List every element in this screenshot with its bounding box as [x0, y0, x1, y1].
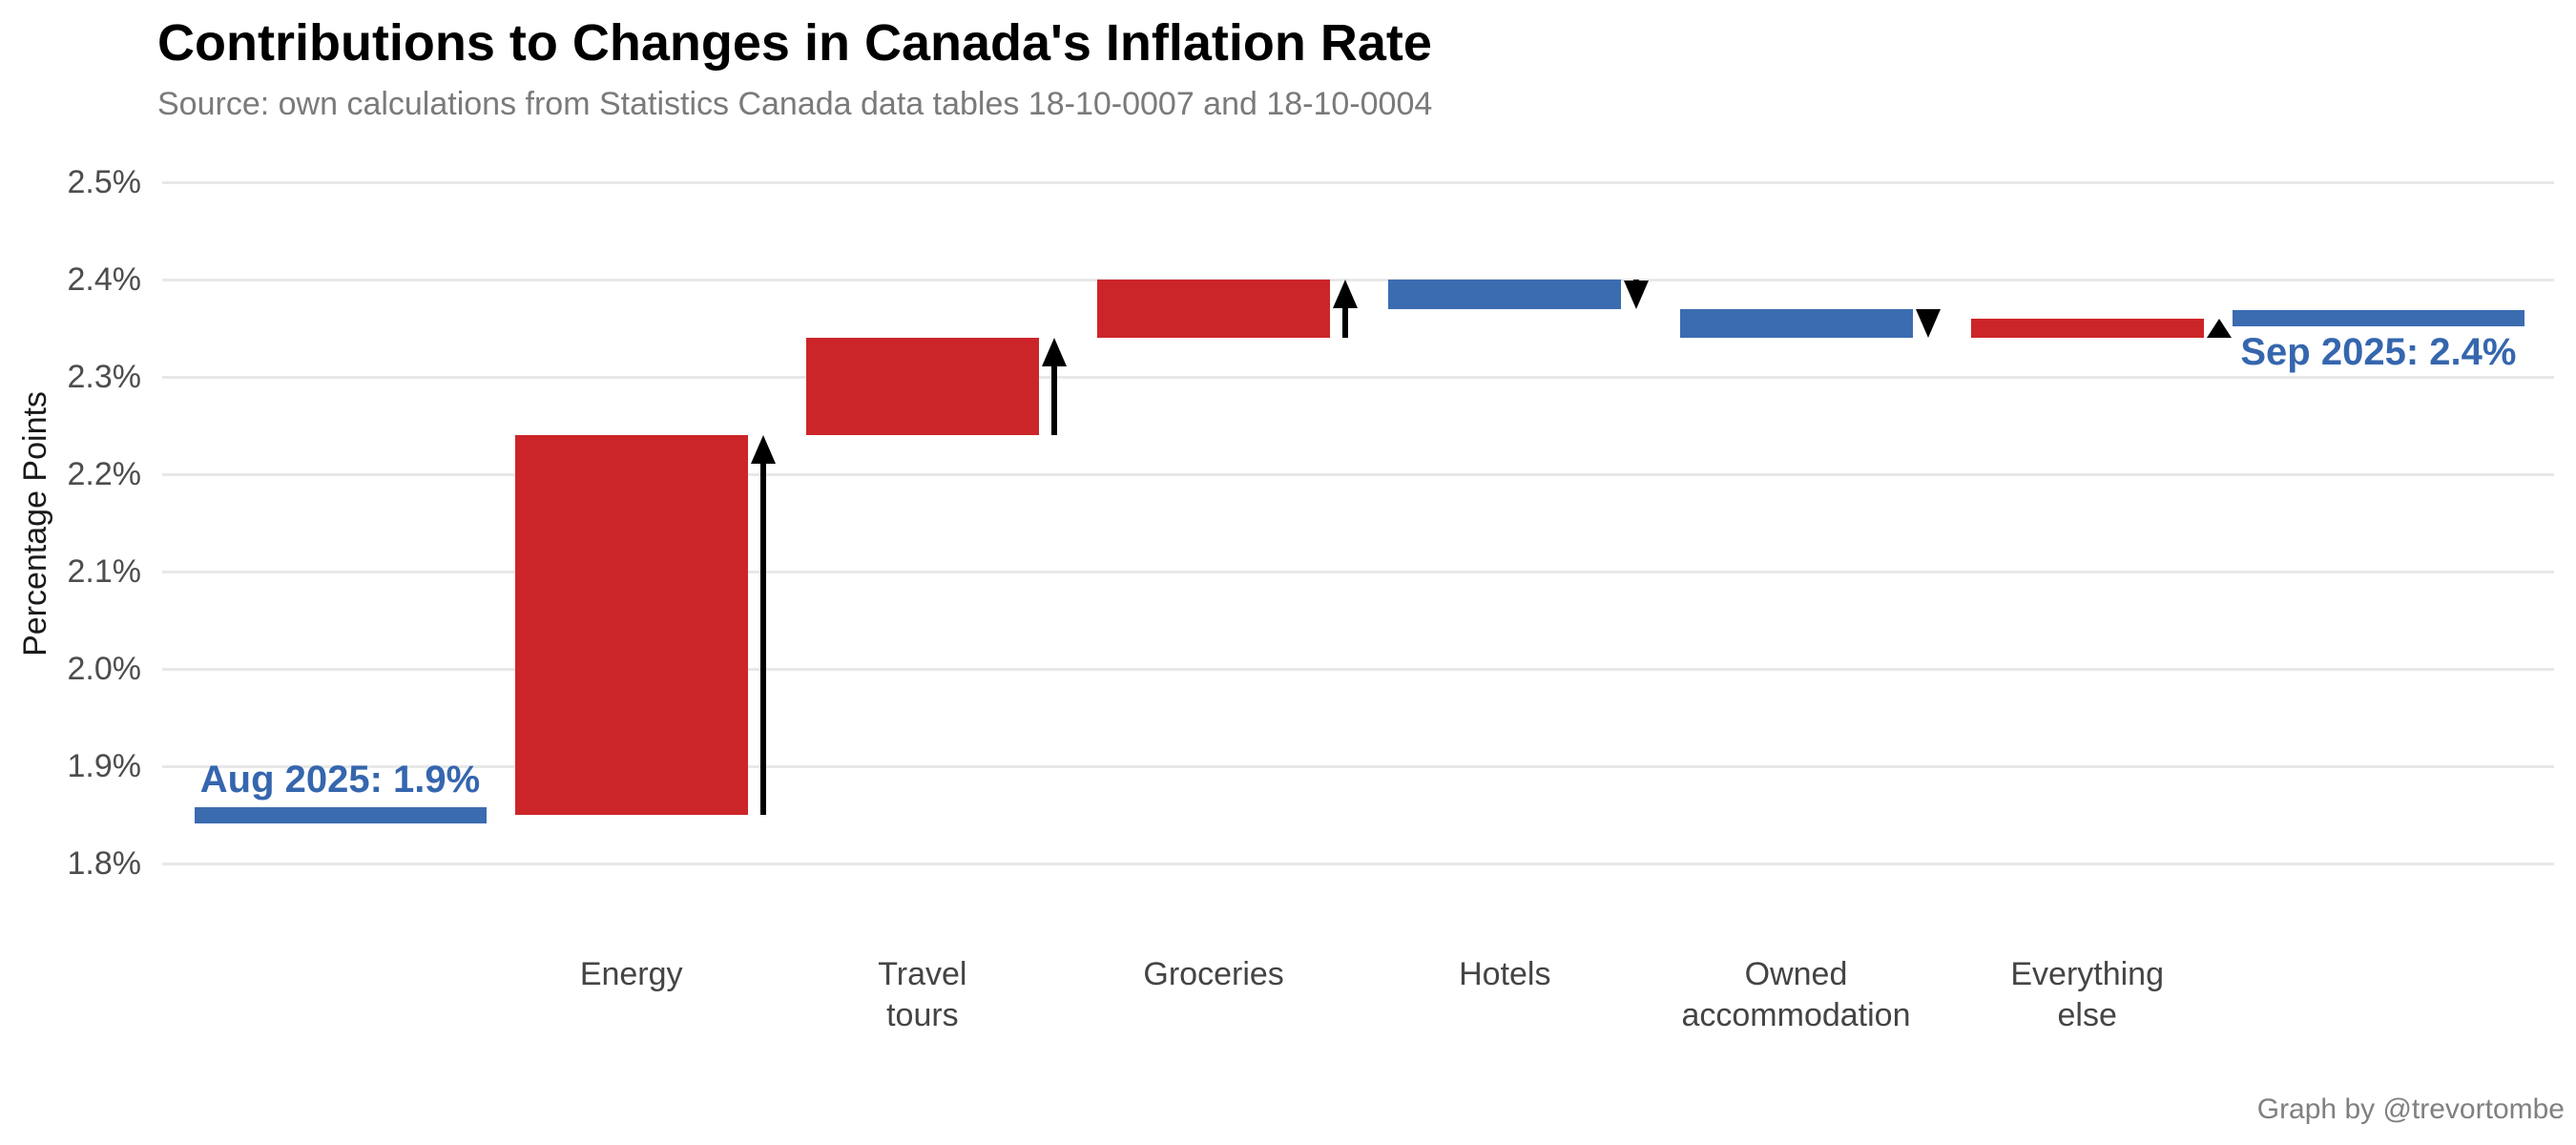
level-bar-aug-2025	[194, 806, 487, 823]
y-tick-label-2.1: 2.1%	[67, 553, 142, 590]
source-note: Source: own calculations from Statistics…	[157, 86, 1433, 122]
y-tick-label-2.4: 2.4%	[67, 261, 142, 298]
end-annotation: Sep 2025: 2.4%	[2240, 331, 2517, 374]
y-tick-label-2.5: 2.5%	[67, 164, 142, 200]
gridline-2.4	[162, 278, 2554, 281]
up-arrow-icon-travel-tours	[1041, 338, 1067, 367]
bar-owned-accommodation	[1679, 308, 1913, 339]
level-bar-sep-2025	[2232, 310, 2524, 327]
arrow-stem-travel-tours	[1050, 364, 1057, 436]
gridline-2.0	[162, 667, 2554, 671]
down-arrow-icon-owned-accommodation	[1915, 309, 1941, 339]
gridline-2.5	[162, 180, 2554, 184]
up-arrow-icon-energy	[750, 435, 776, 465]
y-tick-label-2.3: 2.3%	[67, 359, 142, 395]
gridline-1.9	[162, 764, 2554, 768]
page-title: Contributions to Changes in Canada's Inf…	[157, 14, 1432, 72]
arrow-stem-groceries	[1342, 306, 1349, 339]
bar-travel-tours	[805, 338, 1039, 436]
start-annotation: Aug 2025: 1.9%	[199, 758, 481, 801]
arrow-stem-hotels	[1633, 280, 1640, 282]
bar-everything-else	[1970, 318, 2204, 339]
gridline-2.2	[162, 472, 2554, 476]
gridline-1.8	[162, 862, 2554, 865]
y-axis-title: Percentage Points	[17, 391, 53, 656]
down-arrow-icon-hotels	[1624, 280, 1650, 309]
x-label-energy: Energy	[579, 956, 683, 992]
y-tick-label-2.2: 2.2%	[67, 456, 142, 492]
y-tick-label-1.9: 1.9%	[67, 748, 142, 784]
arrow-stem-owned-accommodation	[1924, 308, 1931, 312]
x-label-everything-else: Everything else	[2010, 956, 2164, 1033]
y-tick-label-2.0: 2.0%	[67, 651, 142, 687]
bar-hotels	[1388, 280, 1622, 309]
arrow-stem-energy	[759, 462, 766, 815]
credit-text: Graph by @trevortombe	[2256, 1093, 2565, 1125]
x-label-travel-tours: Travel tours	[878, 956, 967, 1033]
bar-energy	[514, 435, 748, 815]
up-arrow-icon-groceries	[1333, 280, 1359, 308]
bar-groceries	[1097, 280, 1331, 339]
x-label-owned-accommodation: Owned accommodation	[1681, 956, 1911, 1033]
gridline-2.3	[162, 375, 2554, 379]
x-label-hotels: Hotels	[1459, 956, 1551, 992]
x-label-groceries: Groceries	[1143, 956, 1284, 992]
gridline-2.1	[162, 570, 2554, 573]
up-arrow-icon-everything-else	[2206, 318, 2232, 338]
y-tick-label-1.8: 1.8%	[67, 845, 142, 882]
